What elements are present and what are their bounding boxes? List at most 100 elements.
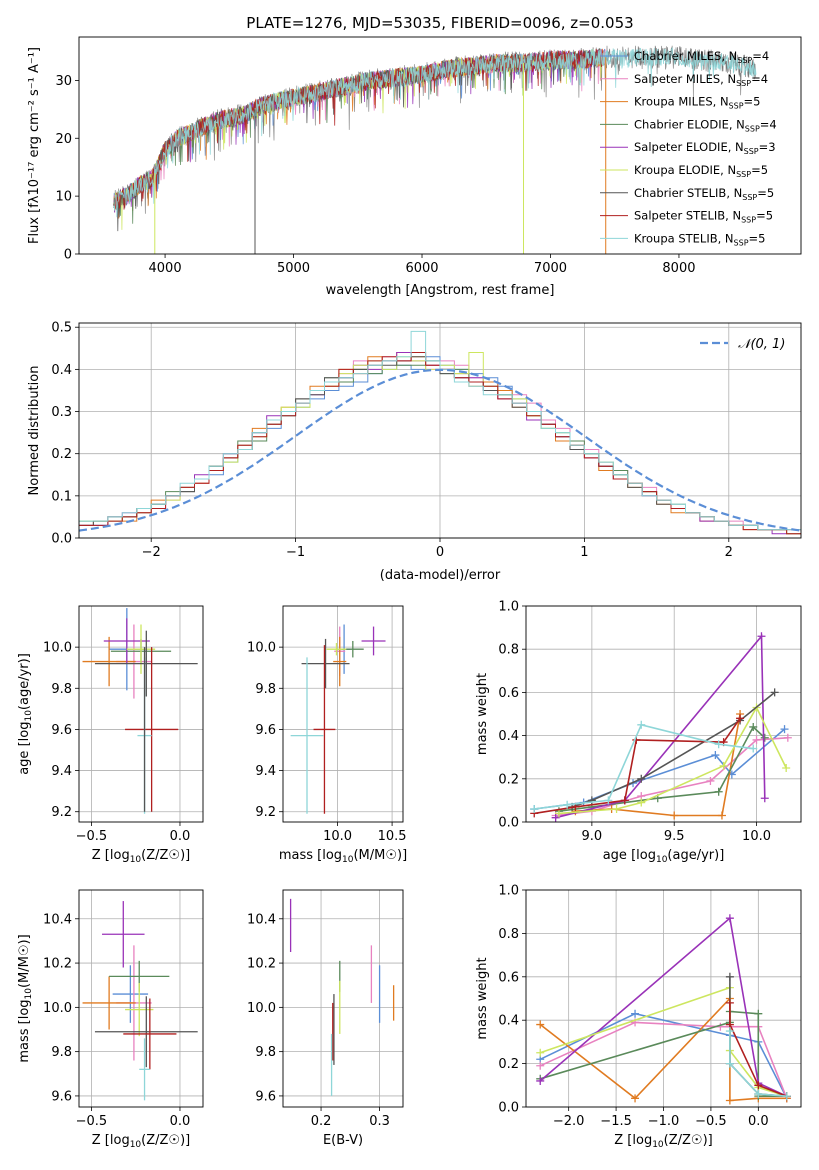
legend-label-end: =5 [756, 209, 773, 223]
legend-label: 𝒩(0, 1) [738, 337, 785, 352]
point-marker [749, 722, 758, 731]
legend-label: Salpeter STELIB, NSSP=5 [634, 209, 773, 225]
y-tick-label: 9.8 [255, 1045, 276, 1060]
x-tick-label: −0.5 [695, 1114, 727, 1129]
point-marker [563, 800, 572, 809]
y-tick-label: 9.6 [255, 723, 276, 738]
point-marker [637, 720, 646, 729]
x-tick-label: 7000 [534, 261, 567, 276]
y-tick-label: 0.0 [498, 1101, 519, 1116]
point-marker [670, 811, 679, 820]
point-marker [770, 688, 779, 697]
x-axis-label-end: (Z/Z☉)] [141, 848, 190, 863]
legend-label: Chabrier ELODIE, NSSP=4 [634, 117, 777, 133]
mass-weight-series-4 [555, 634, 766, 819]
legend-label-sub: SSP [736, 170, 751, 179]
point-marker [725, 1096, 734, 1105]
mass-weight-series-8 [729, 1031, 787, 1097]
x-tick-label: 2 [725, 545, 733, 560]
axes-frame [525, 605, 802, 823]
y-tick-label: 9.8 [51, 1045, 72, 1060]
x-axis-label: Z [log10(Z/Z☉)] [92, 848, 190, 865]
point-marker [631, 1009, 640, 1018]
axes-frame [282, 889, 404, 1108]
y-tick-label: 10.4 [247, 912, 276, 927]
y-tick-label: 20 [55, 132, 72, 147]
x-tick-label: 6000 [405, 261, 438, 276]
y-tick-label: 0.1 [51, 489, 72, 504]
point-marker [551, 813, 560, 822]
x-axis-label-sub: 10 [130, 1140, 142, 1150]
y-tick-label: 9.2 [255, 805, 276, 820]
point-marker [706, 776, 715, 785]
legend-label-sub: SSP [729, 102, 744, 111]
mass-weight-series-8 [534, 723, 754, 810]
axes-frame [78, 36, 802, 255]
mass-weight-series-4 [539, 916, 788, 1097]
x-tick-label: −2 [142, 545, 161, 560]
legend-label-main: Salpeter STELIB, N [634, 209, 741, 223]
y-axis-label: Flux [fλ10⁻¹⁷ erg cm⁻² s⁻¹ A⁻¹] [27, 47, 42, 244]
x-axis-label-main: Z [log [92, 1133, 130, 1148]
point-marker [754, 1089, 763, 1098]
massweight-vs-metallicity-panel: −2.0 −1.5 −1.0 −0.5 0.0 0.0 0.2 0.4 0.6 0.8 1.0 Z [… [475, 884, 802, 1150]
x-tick-label: 0.0 [170, 829, 191, 844]
point-marker [637, 774, 646, 783]
x-tick-label: 1 [580, 545, 588, 560]
point-marker [752, 735, 761, 744]
x-tick-label: 0.0 [748, 1114, 769, 1129]
point-marker [536, 1061, 545, 1070]
axes-frame [282, 605, 404, 823]
x-tick-label: 8000 [662, 261, 695, 276]
y-tick-label: 10 [55, 190, 72, 205]
y-tick-label: 0.4 [498, 729, 519, 744]
x-axis-label-end: (Z/Z☉)] [141, 1133, 190, 1148]
massweight-vs-age-panel: 9.0 9.5 10.0 0.0 0.2 0.4 0.6 0.8 1.0 age [log10(a… [475, 600, 802, 865]
x-tick-label: −1.0 [648, 1114, 680, 1129]
y-axis-label-sub: 10 [24, 710, 34, 722]
legend-label-sub: SSP [737, 56, 752, 65]
legend-label-end: =5 [751, 163, 768, 177]
legend-label-sub: SSP [734, 238, 749, 247]
mass-weight-series-3 [539, 1010, 787, 1097]
x-tick-label: 10.0 [742, 829, 771, 844]
point-marker [754, 1081, 763, 1090]
model-spectrum-8 [113, 47, 757, 218]
y-tick-label: 9.2 [51, 805, 72, 820]
y-axis-label-main: mass [log [17, 999, 32, 1062]
legend-label-main: Chabrier MILES, N [634, 49, 737, 63]
x-axis-label: age [log10(age/yr)] [603, 848, 725, 865]
point-marker [637, 798, 646, 807]
point-marker [714, 787, 723, 796]
mass-weight-lines [536, 914, 791, 1105]
y-tick-label: 0.2 [51, 447, 72, 462]
errorbars [82, 608, 198, 814]
y-axis-label-sub: 10 [24, 988, 34, 1000]
spectrum-lines [113, 45, 757, 254]
y-tick-label: 10.0 [247, 641, 276, 656]
x-tick-label: −2.0 [553, 1114, 585, 1129]
age-vs-mass-panel: 10.0 10.5 9.2 9.4 9.6 9.8 10.0 mass [log10(M/M☉… [247, 605, 407, 865]
x-axis-label-sub: 10 [652, 1140, 664, 1150]
legend-label-main: Salpeter MILES, N [634, 72, 736, 86]
x-axis-label: mass [log10(M/M☉)] [279, 848, 407, 865]
y-axis-label-end: (age/yr)] [17, 653, 32, 710]
legend-label-end: =4 [760, 117, 777, 131]
y-tick-label: 9.4 [255, 764, 276, 779]
y-axis-label: age [log10(age/yr)] [17, 653, 34, 775]
x-axis-label-main: Z [log [614, 1133, 652, 1148]
point-marker [757, 632, 766, 641]
x-axis-label-main: Z [log [92, 848, 130, 863]
legend-label-main: Chabrier ELODIE, N [634, 117, 745, 131]
x-tick-label: −0.5 [76, 829, 108, 844]
y-tick-label: 1.0 [498, 884, 519, 899]
mass-weight-series-3 [558, 725, 766, 812]
y-axis-label-end: (M/M☉)] [17, 934, 32, 988]
point-marker [711, 751, 720, 760]
x-axis-label-sub: 10 [130, 855, 142, 865]
legend-label-end: =4 [751, 72, 768, 86]
x-axis-label: wavelength [Angstrom, rest frame] [326, 283, 555, 298]
point-marker [725, 1027, 734, 1036]
residual-histogram-panel: −2 −1 0 1 2 0.0 0.1 0.2 0.3 0.4 0.5 (data-model)/er… [27, 321, 802, 583]
legend-label: Kroupa MILES, NSSP=5 [634, 95, 760, 111]
